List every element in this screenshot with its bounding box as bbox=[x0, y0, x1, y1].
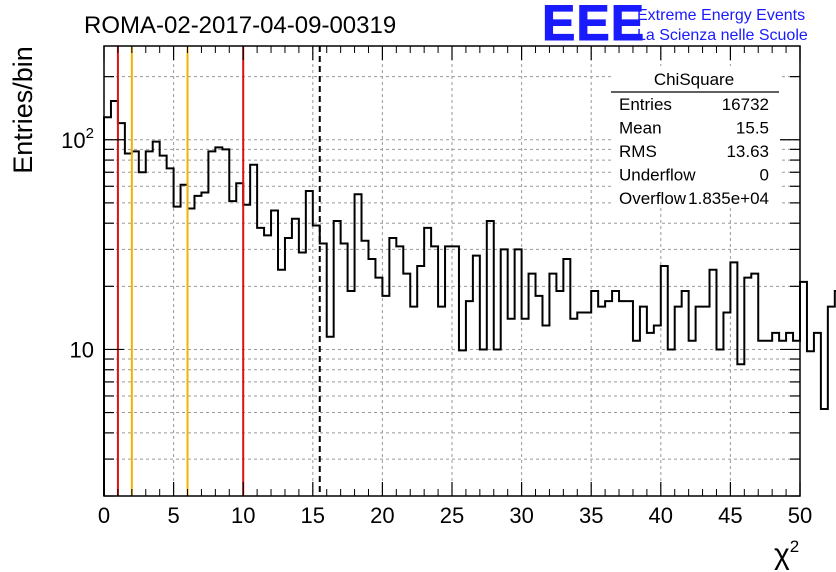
stats-value: 0 bbox=[760, 166, 769, 185]
x-tick-label: 35 bbox=[579, 503, 603, 528]
stats-value: 16732 bbox=[722, 95, 769, 114]
x-tick-label: 30 bbox=[509, 503, 533, 528]
x-tick-label: 50 bbox=[788, 503, 812, 528]
stats-box-title: ChiSquare bbox=[654, 70, 734, 89]
grid-layer bbox=[104, 46, 800, 497]
y-tick-label: 10 bbox=[70, 337, 94, 362]
marker-lines-layer bbox=[116, 46, 321, 496]
x-tick-label: 20 bbox=[370, 503, 394, 528]
run-title: ROMA-02-2017-04-09-00319 bbox=[84, 12, 396, 39]
stats-value: 1.835e+04 bbox=[688, 189, 769, 208]
stats-box: ChiSquare Entries 16732 Mean 15.5 RMS 13.63 Un… bbox=[611, 66, 779, 208]
stats-value: 13.63 bbox=[726, 142, 769, 161]
x-tick-label: 0 bbox=[98, 503, 110, 528]
eee-logo: EEE bbox=[542, 0, 645, 51]
histogram-outline bbox=[103, 100, 836, 496]
x-tick-label: 5 bbox=[167, 503, 179, 528]
x-tick-label: 40 bbox=[649, 503, 673, 528]
x-axis-title: χ2 bbox=[774, 537, 799, 571]
stats-label: Entries bbox=[619, 95, 672, 114]
y-axis-title: Entries/bin bbox=[8, 46, 38, 174]
stats-label: Mean bbox=[619, 119, 662, 138]
stats-value: 15.5 bbox=[736, 119, 769, 138]
ticks-layer: 0 5 10 15 20 25 30 35 40 45 50 10 102 bbox=[61, 46, 812, 528]
brand-line-1: Extreme Energy Events bbox=[637, 7, 805, 24]
x-tick-label: 45 bbox=[718, 503, 742, 528]
stats-label: RMS bbox=[619, 142, 657, 161]
stats-label: Underflow bbox=[619, 166, 696, 185]
y-tick-label: 102 bbox=[61, 125, 94, 153]
stats-label: Overflow bbox=[619, 189, 687, 208]
histogram-layer bbox=[103, 100, 836, 496]
x-tick-label: 15 bbox=[301, 503, 325, 528]
x-tick-label: 25 bbox=[440, 503, 464, 528]
x-tick-label: 10 bbox=[231, 503, 255, 528]
brand-line-2: La Scienza nelle Scuole bbox=[637, 27, 808, 44]
